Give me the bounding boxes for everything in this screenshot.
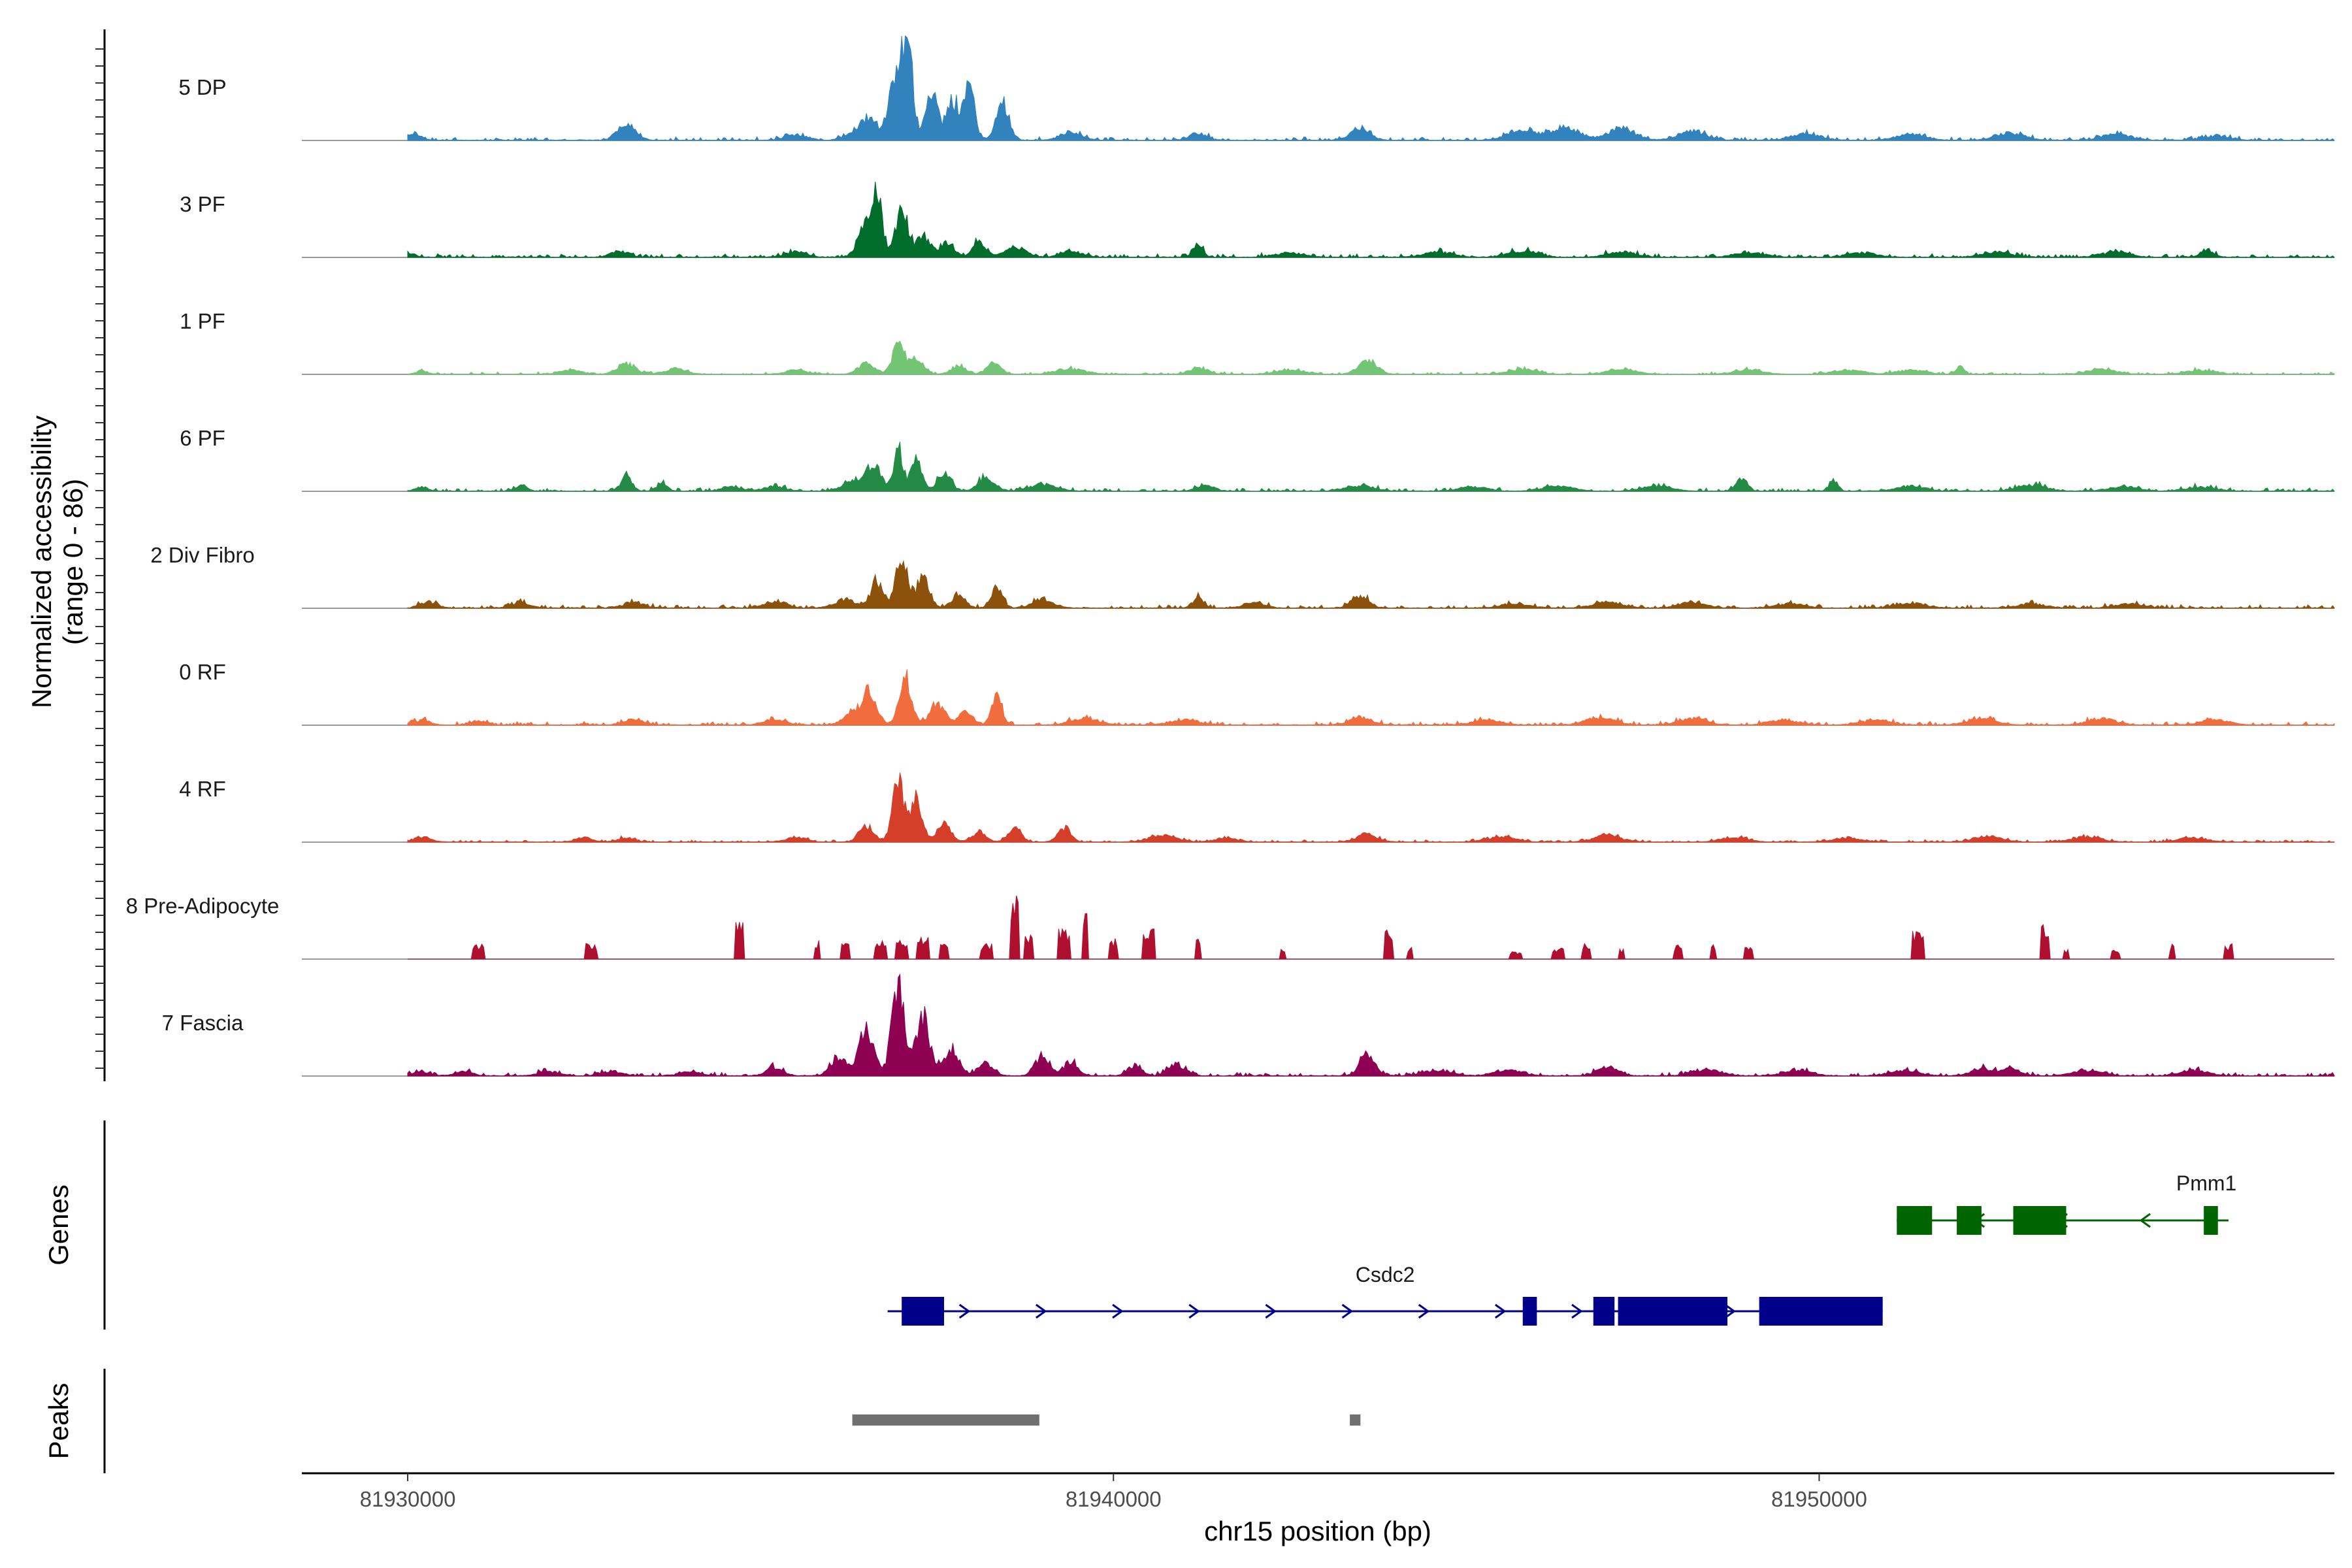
- track-6-pf: 6 PF: [180, 426, 2335, 492]
- strand-arrow: [958, 1303, 971, 1319]
- x-axis-title: chr15 position (bp): [1204, 1516, 1431, 1546]
- peaks-panel-label: Peaks: [43, 1383, 74, 1460]
- track-4-rf: 4 RF: [179, 772, 2335, 843]
- track-signal: [407, 973, 2335, 1077]
- strand-arrow: [1112, 1303, 1124, 1319]
- track-signal: [407, 340, 2335, 375]
- gene-exon: [1897, 1206, 1933, 1235]
- peak-region: [1350, 1414, 1361, 1426]
- x-tick-label: 81950000: [1771, 1487, 1867, 1511]
- y-axis-title-line1: Normalized accessibility: [26, 416, 57, 708]
- track-signal: [407, 442, 2335, 492]
- track-3-pf: 3 PF: [180, 182, 2335, 258]
- track-label: 5 DP: [178, 75, 226, 99]
- strand-arrow: [1265, 1303, 1277, 1319]
- track-label: 2 Div Fibro: [150, 543, 255, 567]
- gene-pmm1: Pmm1: [1897, 1171, 2236, 1235]
- gene-label: Csdc2: [1356, 1263, 1415, 1286]
- track-signal: [407, 772, 2335, 843]
- x-axis-ticks: 81930000 81940000 81950000: [360, 1473, 1867, 1511]
- track-label: 1 PF: [180, 309, 225, 333]
- gene-csdc2: Csdc2: [887, 1263, 1883, 1326]
- track-label: 8 Pre-Adipocyte: [126, 894, 280, 918]
- y-axis-title-line2: (range 0 - 86): [57, 479, 88, 645]
- track-label: 0 RF: [179, 660, 226, 684]
- peaks-track: [852, 1414, 1361, 1426]
- gene-exon: [1759, 1297, 1883, 1326]
- gene-exon: [902, 1297, 944, 1326]
- strand-arrow: [1571, 1303, 1583, 1319]
- track-label: 4 RF: [179, 777, 226, 801]
- track-label: 6 PF: [180, 426, 225, 450]
- gene-exon: [1957, 1206, 1982, 1235]
- track-signal: [407, 669, 2335, 726]
- strand-arrow: [1188, 1303, 1200, 1319]
- strand-arrow: [1341, 1303, 1354, 1319]
- x-tick-label: 81930000: [360, 1487, 456, 1511]
- strand-arrow: [1036, 1303, 1047, 1319]
- gene-exon: [2013, 1206, 2066, 1235]
- track-5-dp: 5 DP: [178, 35, 2335, 141]
- peak-region: [852, 1414, 1039, 1426]
- track-label: 3 PF: [180, 192, 225, 216]
- genes-panel-label: Genes: [43, 1184, 74, 1266]
- track-label: 7 Fascia: [162, 1011, 244, 1035]
- strand-arrow: [1494, 1303, 1507, 1319]
- coverage-tracks: 5 DP 3 PF 1 PF 6 PF 2 Div Fibro 0 RF 4 RF 8 Pre…: [126, 35, 2335, 1077]
- coverage-y-ticks: [95, 48, 105, 1069]
- strand-arrow: [1724, 1303, 1736, 1319]
- track-signal: [408, 895, 2334, 960]
- gene-exon: [2204, 1206, 2218, 1235]
- gene-annotation-track: Pmm1 Csdc2: [887, 1171, 2236, 1326]
- track-1-pf: 1 PF: [180, 309, 2335, 375]
- track-signal: [407, 560, 2335, 609]
- gene-exon: [1618, 1297, 1728, 1326]
- gene-label: Pmm1: [2176, 1171, 2236, 1195]
- strand-arrow: [2139, 1213, 2151, 1228]
- track-8-pre-adipocyte: 8 Pre-Adipocyte: [126, 894, 2334, 960]
- track-2-div-fibro: 2 Div Fibro: [150, 543, 2335, 609]
- track-signal: [407, 182, 2335, 258]
- track-0-rf: 0 RF: [179, 660, 2335, 726]
- gene-exon: [1593, 1297, 1615, 1326]
- gene-exon: [1522, 1297, 1537, 1326]
- strand-arrow: [1418, 1303, 1430, 1319]
- track-signal: [407, 35, 2335, 141]
- x-tick-label: 81940000: [1066, 1487, 1162, 1511]
- track-7-fascia: 7 Fascia: [162, 973, 2335, 1077]
